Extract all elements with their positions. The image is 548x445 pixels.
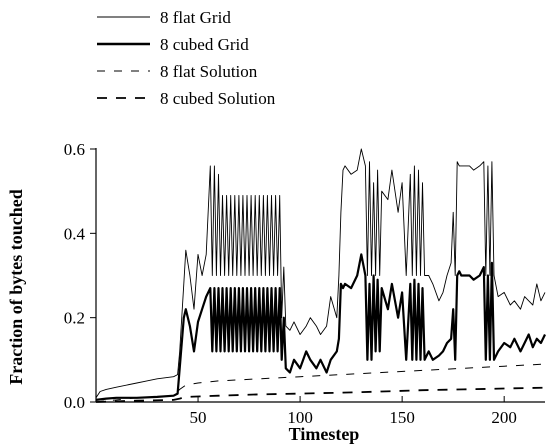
legend: 8 flat Grid 8 cubed Grid 8 flat Solution… <box>97 8 276 108</box>
legend-item-cubed-grid: 8 cubed Grid <box>97 35 249 54</box>
y-tick-label: 0.6 <box>64 140 85 159</box>
legend-item-cubed-solution: 8 cubed Solution <box>97 89 276 108</box>
x-tick-label: 100 <box>287 408 313 427</box>
x-tick-label: 200 <box>491 408 517 427</box>
legend-label-flat-grid: 8 flat Grid <box>160 8 231 27</box>
legend-label-flat-solution: 8 flat Solution <box>160 62 258 81</box>
y-tick-label: 0.2 <box>64 309 85 328</box>
x-tick-label: 50 <box>190 408 207 427</box>
series-line-8-flat-grid <box>95 148 546 399</box>
y-tick-label: 0.0 <box>64 393 85 412</box>
legend-label-cubed-grid: 8 cubed Grid <box>160 35 249 54</box>
series-line-8-cubed-solution <box>95 386 546 403</box>
series-line-8-cubed-grid <box>95 253 546 401</box>
legend-item-flat-solution: 8 flat Solution <box>97 62 258 81</box>
axis-ticks: 50 100 150 200 0.0 0.2 0.4 0.6 <box>64 140 517 427</box>
series-line-8-flat-solution <box>95 363 546 403</box>
x-tick-label: 150 <box>389 408 415 427</box>
y-tick-label: 0.4 <box>64 224 86 243</box>
legend-label-cubed-solution: 8 cubed Solution <box>160 89 276 108</box>
legend-item-flat-grid: 8 flat Grid <box>97 8 231 27</box>
x-axis-title: Timestep <box>289 424 360 444</box>
y-axis-title: Fraction of bytes touched <box>6 189 26 384</box>
series-layer <box>95 148 546 403</box>
